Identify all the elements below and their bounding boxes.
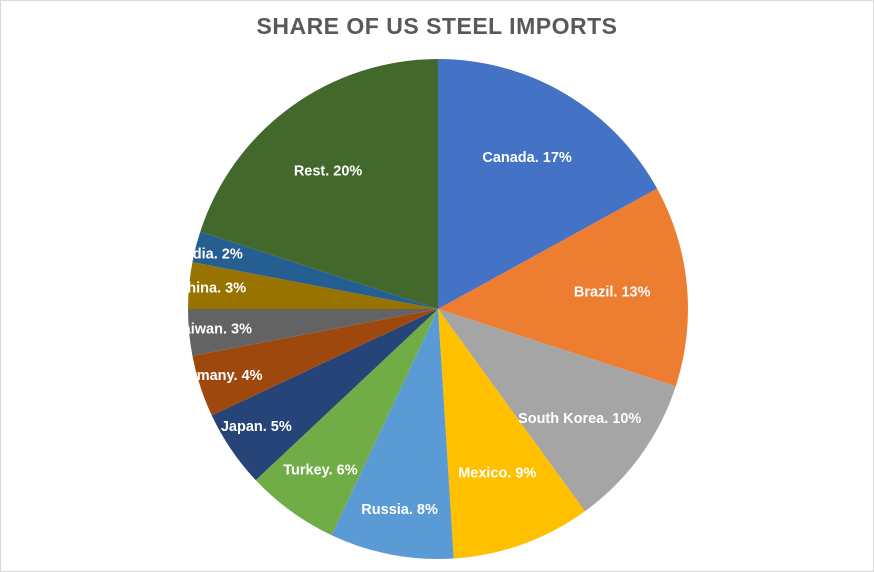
data-label-rest: Rest. 20% <box>294 163 363 179</box>
data-label-japan: Japan. 5% <box>221 419 292 435</box>
data-label-russia: Russia. 8% <box>361 502 438 518</box>
pie-slice-south-korea <box>438 309 676 512</box>
data-label-germany: Germany. 4% <box>172 368 263 384</box>
data-label-taiwan: Taiwan. 3% <box>175 321 252 337</box>
data-label-brazil: Brazil. 13% <box>574 284 651 300</box>
pie-slice-brazil <box>438 188 688 387</box>
pie-slice-canada <box>438 59 658 309</box>
chart-title: SHARE OF US STEEL IMPORTS <box>256 13 618 39</box>
data-label-china: China. 3% <box>177 280 246 296</box>
pie-slice-india <box>192 231 438 309</box>
pie-slice-japan <box>211 309 438 481</box>
data-label-mexico: Mexico. 9% <box>458 465 536 481</box>
pie-slice-taiwan <box>188 309 438 356</box>
pie-slice-turkey <box>255 309 438 536</box>
pie-slice-russia <box>331 309 454 559</box>
pie-slices <box>188 59 688 559</box>
pie-labels: Canada. 17% Brazil. 13% South Korea. 10% Me… <box>172 150 651 518</box>
data-label-south-korea: South Korea. 10% <box>518 411 641 427</box>
pie-slice-mexico <box>438 309 585 559</box>
data-label-india: India. 2% <box>180 247 243 263</box>
pie-slice-china <box>188 262 438 309</box>
data-label-turkey: Turkey. 6% <box>283 463 358 479</box>
data-label-canada: Canada. 17% <box>482 150 572 166</box>
pie-slice-germany <box>192 309 438 416</box>
pie-slice-rest <box>200 59 438 309</box>
